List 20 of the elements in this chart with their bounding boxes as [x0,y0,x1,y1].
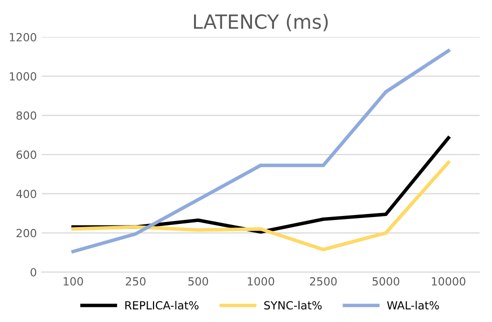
chart-title: LATENCY (ms) [194,14,328,32]
y-tick-label: 800 [16,111,36,120]
x-tick-label: 10000 [432,277,466,286]
line-series [71,160,450,252]
line-series [71,49,450,254]
x-tick-label: 100 [64,277,83,286]
legend-label: WAL-lat% [387,300,439,310]
x-tick-label: 5000 [372,277,400,286]
x-tick-label: 250 [126,277,146,286]
x-tick-label: 1000 [248,277,274,286]
x-tick-label: 2500 [310,277,337,286]
legend-label: SYNC-lat% [264,300,322,310]
legend-label: REPLICA-lat% [125,300,198,310]
y-tick-label: 1200 [10,33,36,42]
y-tick-label: 400 [16,190,36,198]
y-tick-label: 0 [30,268,36,276]
y-tick-label: 1000 [10,72,36,81]
y-tick-label: 600 [16,150,36,159]
y-tick-label: 200 [16,228,36,238]
x-tick-label: 500 [188,277,208,286]
